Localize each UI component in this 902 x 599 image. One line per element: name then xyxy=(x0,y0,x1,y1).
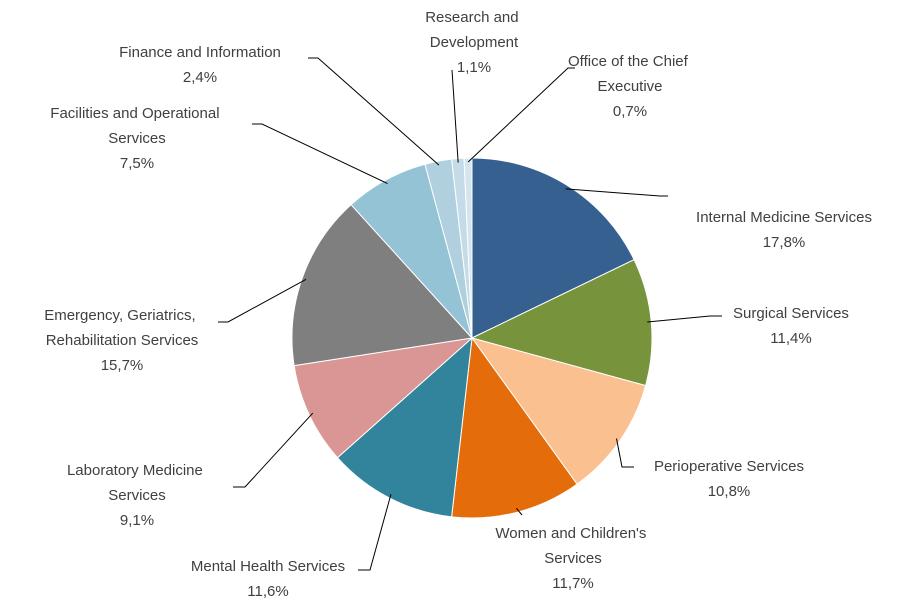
value-label: 0,7% xyxy=(613,103,647,120)
category-label: Mental Health Services xyxy=(191,558,345,575)
value-label: 17,8% xyxy=(763,234,806,251)
label-line: Services xyxy=(544,550,602,567)
leader-line xyxy=(252,123,388,185)
category-label: Facilities and Operational Services xyxy=(50,105,223,147)
leader-line xyxy=(451,69,459,163)
leader-line xyxy=(233,412,314,488)
label-line: Services xyxy=(108,487,166,504)
value-label: 1,1% xyxy=(457,59,491,76)
value-label: 11,6% xyxy=(247,583,288,599)
label-line: Finance and Information xyxy=(119,44,281,61)
category-label: Finance and Information xyxy=(119,44,281,61)
category-label: Perioperative Services xyxy=(654,458,804,475)
pie-slice xyxy=(336,336,473,518)
leader-line xyxy=(218,278,307,323)
category-label: Office of the Chief Executive xyxy=(568,53,692,95)
leader-line xyxy=(616,438,634,468)
category-label: Surgical Services xyxy=(733,305,849,322)
pie-slice xyxy=(293,337,474,459)
label-line: Laboratory Medicine xyxy=(67,462,207,479)
label-line: Facilities and Operational xyxy=(50,105,223,122)
label-line: Mental Health Services xyxy=(191,558,345,575)
label-line: Development xyxy=(430,34,519,51)
leader-line xyxy=(467,67,575,163)
leader-line xyxy=(358,494,392,571)
label-line: Office of the Chief xyxy=(568,53,692,70)
value-label: 2,4% xyxy=(183,69,217,86)
label-line: Research and xyxy=(425,9,523,26)
value-label: 11,4% xyxy=(770,330,811,347)
leader-line xyxy=(565,188,668,197)
category-label: Women and Children's Services xyxy=(495,525,650,567)
leader-line xyxy=(308,57,440,166)
pie-slice xyxy=(471,157,635,339)
leader-line xyxy=(516,507,523,516)
label-line: Rehabilitation Services xyxy=(46,332,199,349)
label-line: Women and Children's xyxy=(495,525,650,542)
category-label: Laboratory Medicine Services xyxy=(67,462,207,504)
category-label: Research and Development xyxy=(425,9,523,51)
pie-slice xyxy=(291,203,473,367)
label-line: Perioperative Services xyxy=(654,458,804,475)
label-line: Internal Medicine Services xyxy=(696,209,872,226)
value-label: 9,1% xyxy=(120,512,154,529)
leader-line xyxy=(647,315,722,323)
label-line: Services xyxy=(108,130,166,147)
label-line: Emergency, Geriatrics, xyxy=(44,307,200,324)
category-label: Emergency, Geriatrics, Rehabilitation Se… xyxy=(44,307,200,349)
value-label: 11,7% xyxy=(552,575,593,592)
pie-slice xyxy=(451,336,578,519)
value-label: 10,8% xyxy=(708,483,751,500)
label-line: Executive xyxy=(597,78,662,95)
value-label: 7,5% xyxy=(120,155,154,172)
pie-slice xyxy=(470,337,647,485)
category-label: Internal Medicine Services xyxy=(696,209,872,226)
value-label: 15,7% xyxy=(101,357,144,374)
label-line: Surgical Services xyxy=(733,305,849,322)
